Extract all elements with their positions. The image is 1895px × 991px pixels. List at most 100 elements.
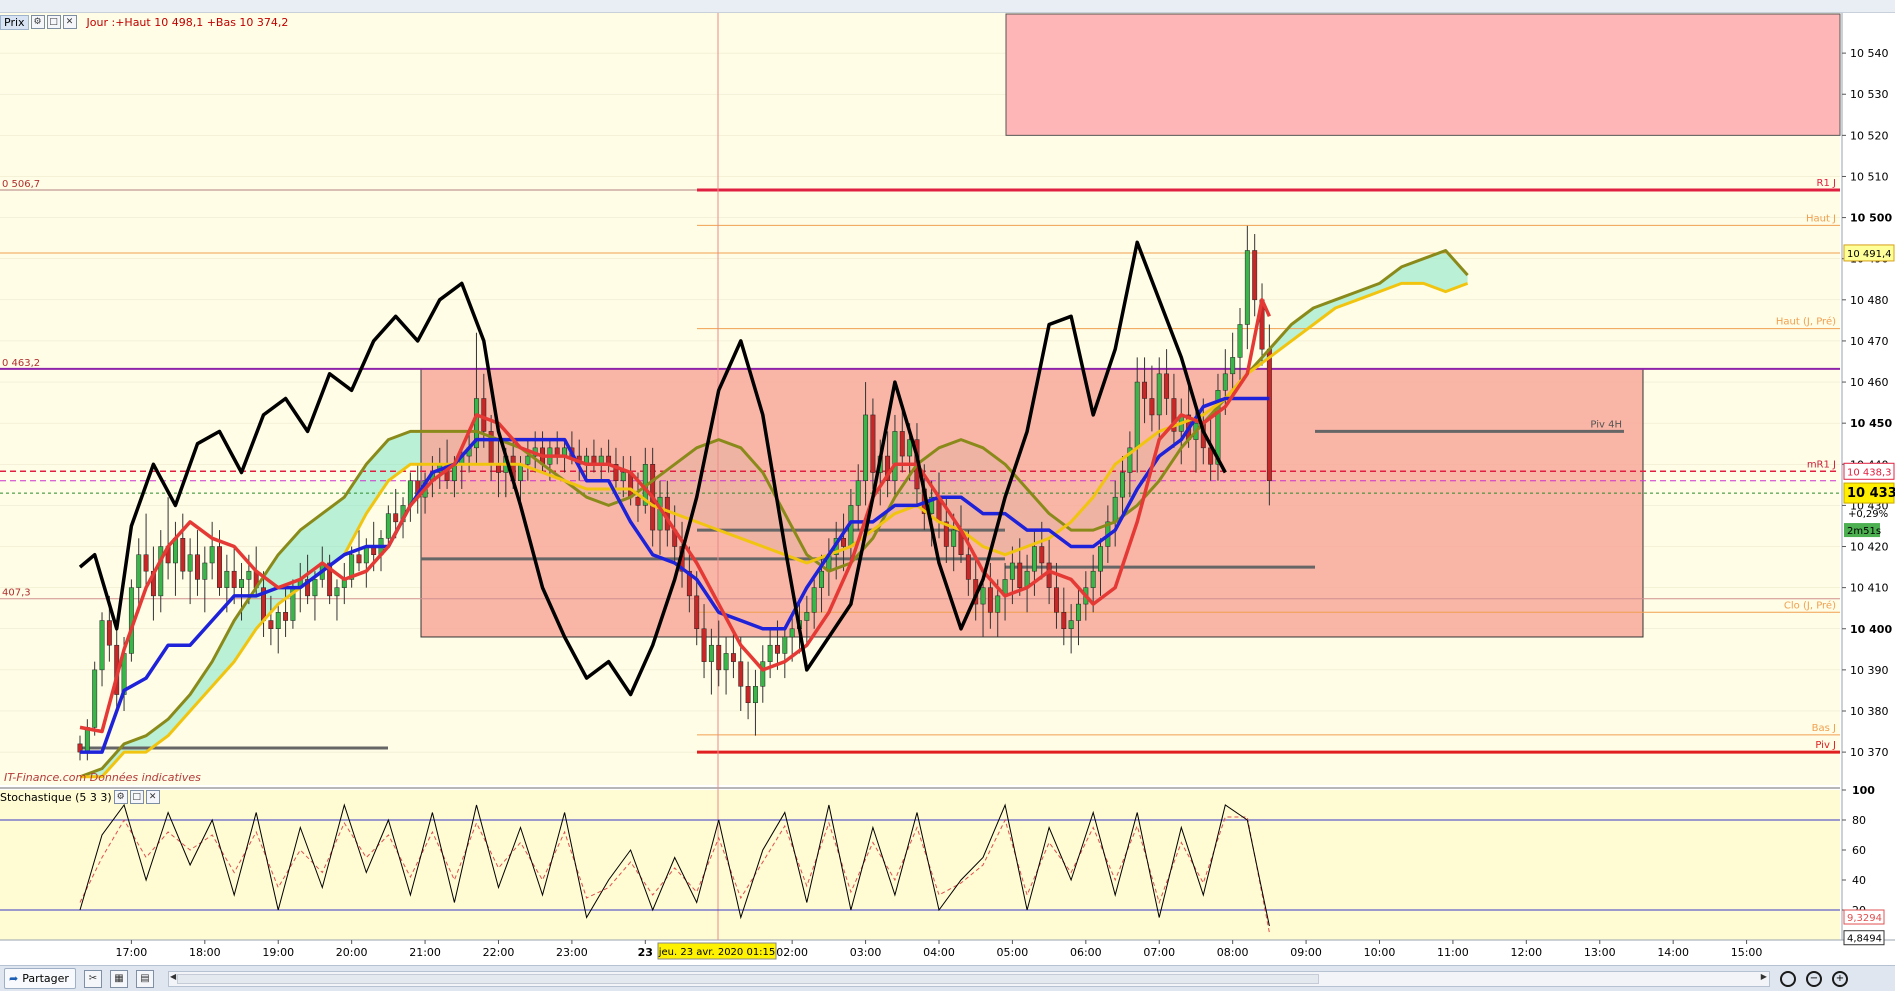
candle-body: [789, 628, 795, 638]
candle-body: [943, 521, 949, 547]
candle-body: [158, 546, 164, 597]
candle-body: [1142, 381, 1148, 399]
candle-body: [1098, 546, 1103, 572]
candle-body: [1076, 603, 1081, 621]
candle-body: [1171, 398, 1177, 432]
candle-body: [730, 653, 736, 662]
magnifier-icon[interactable]: [1779, 970, 1796, 987]
left-level-label: 0 506,7: [2, 179, 40, 190]
candle-body: [187, 554, 193, 572]
grid-icon[interactable]: ▦: [109, 969, 128, 988]
countdown-box: [1844, 523, 1880, 538]
candle-body: [767, 644, 773, 662]
y-tick-label: 10 450: [1850, 417, 1892, 430]
level-label: Bas J: [1812, 723, 1836, 734]
y-tick-label: 10 540: [1850, 47, 1889, 60]
settings-icon[interactable]: ⚙: [113, 790, 128, 804]
y-tick-label: 10 370: [1850, 746, 1889, 759]
x-tick-label: 10:00: [1364, 946, 1396, 959]
scissors-icon[interactable]: ✂: [83, 969, 102, 988]
level-b-label: 10 438,3: [1847, 467, 1892, 478]
candle-body: [775, 644, 780, 654]
candle-body: [1061, 612, 1067, 630]
candle-body: [929, 496, 935, 514]
candle-body: [870, 414, 876, 473]
cursor-date-label: jeu. 23 avr. 2020 01:15: [658, 947, 776, 958]
stoch-tick-label: 40: [1852, 874, 1866, 887]
candle-body: [907, 439, 913, 457]
x-tick-label: 22:00: [483, 946, 515, 959]
candle-body: [708, 644, 714, 662]
y-tick-label: 10 480: [1850, 294, 1889, 307]
restore-icon[interactable]: □: [46, 15, 61, 29]
candle-body: [885, 455, 891, 481]
candle-body: [385, 513, 391, 539]
candle-body: [106, 620, 112, 646]
scroll-left-icon[interactable]: ◀: [169, 971, 177, 981]
candle-body: [224, 570, 230, 588]
restore-icon[interactable]: □: [129, 790, 144, 804]
stoch-panel-background: [0, 790, 1840, 940]
candle-body: [980, 587, 986, 605]
candle-body: [268, 620, 274, 630]
horizontal-scrollbar[interactable]: ◀ ▶: [167, 970, 1770, 987]
candle-body: [701, 628, 707, 662]
countdown-label: 2m51s: [1847, 526, 1881, 537]
x-tick-label: 02:00: [776, 946, 808, 959]
close-icon[interactable]: ✕: [145, 790, 160, 804]
series-tenkan: [79, 298, 1271, 734]
settings-icon[interactable]: ⚙: [30, 15, 45, 29]
stoch-d-box: [1843, 930, 1885, 946]
candle-body: [1009, 562, 1015, 580]
candle-body: [1120, 472, 1125, 498]
x-tick-label: 03:00: [850, 946, 882, 959]
chart-icon[interactable]: ▤: [135, 969, 154, 988]
candle-body: [481, 398, 487, 432]
candle-body: [525, 455, 531, 465]
share-button[interactable]: ➦ Partager: [4, 968, 76, 989]
candle-body: [811, 587, 817, 613]
candle-body: [965, 554, 971, 580]
x-tick-label: 12:00: [1510, 946, 1542, 959]
candle-body: [723, 653, 729, 671]
x-tick-label: 14:00: [1657, 946, 1689, 959]
level-label: Clo (J, Pré): [1784, 599, 1836, 611]
candle-body: [1068, 620, 1074, 630]
candle-body: [1127, 447, 1133, 473]
candle-body: [995, 595, 1001, 613]
candle-body: [136, 554, 142, 588]
candle-body: [312, 579, 318, 597]
stoch-tick-label: 100: [1852, 784, 1875, 797]
y-tick-label: 10 420: [1850, 541, 1889, 554]
scroll-right-icon[interactable]: ▶: [1760, 971, 1767, 981]
candle-body: [231, 570, 237, 588]
level-label: Haut (J, Pré): [1776, 316, 1836, 328]
stoch-k-box: [1843, 909, 1885, 925]
scroll-thumb[interactable]: [176, 973, 1319, 984]
close-icon[interactable]: ✕: [62, 15, 77, 29]
y-tick-label: 10 460: [1850, 376, 1889, 389]
candle-body: [195, 554, 200, 580]
bottom-bar: ➦ Partager ✂ ▦ ▤ ◀ ▶ − +: [0, 965, 1895, 991]
zoom-out-icon[interactable]: −: [1805, 970, 1822, 987]
x-tick-label: 04:00: [923, 946, 955, 959]
candle-body: [1054, 587, 1059, 613]
candle-body: [899, 431, 905, 457]
zoom-in-icon[interactable]: +: [1831, 970, 1848, 987]
candle-body: [620, 472, 626, 481]
candle-body: [1237, 324, 1243, 358]
candle-body: [1039, 546, 1045, 564]
candle-body: [686, 570, 692, 597]
candle-body: [1112, 496, 1118, 523]
top-toolbar[interactable]: [0, 0, 1895, 13]
candle-body: [987, 587, 993, 613]
last-change-label: +0,29%: [1848, 509, 1888, 520]
x-tick-label: 17:00: [116, 946, 148, 959]
level-label: Piv J: [1815, 740, 1836, 751]
candle-body: [1149, 398, 1155, 416]
series-chikou: [78, 240, 1227, 697]
candle-body: [363, 546, 369, 564]
candle-body: [841, 538, 846, 547]
y-tick-label: 10 470: [1850, 335, 1889, 348]
